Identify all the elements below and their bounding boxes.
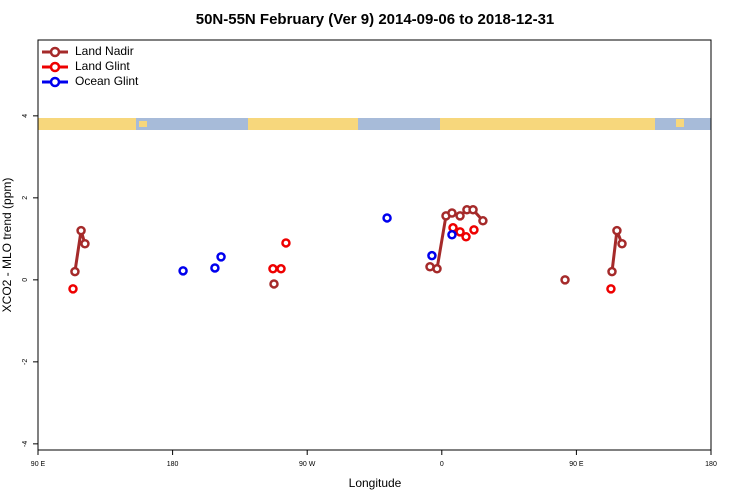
x-tick-label: 90 E — [31, 461, 46, 468]
point — [178, 266, 188, 276]
point — [76, 225, 86, 236]
x-tick-label: 0 — [440, 461, 444, 468]
point — [269, 279, 279, 289]
series-line — [73, 208, 624, 272]
point — [612, 225, 622, 236]
map-strip — [38, 118, 711, 130]
point — [468, 204, 478, 215]
point — [427, 250, 437, 261]
point — [606, 284, 616, 294]
point — [382, 213, 392, 223]
legend-label: Land Nadir — [75, 44, 134, 58]
point — [268, 264, 278, 274]
point — [216, 252, 226, 262]
point — [80, 239, 90, 249]
legend-label: Land Glint — [75, 59, 130, 73]
point — [560, 275, 570, 285]
point — [478, 216, 488, 226]
point — [607, 266, 617, 277]
point — [276, 264, 286, 274]
plot-frame — [37, 39, 712, 451]
x-tick-label: 180 — [167, 461, 179, 468]
x-tick-label: 90 E — [569, 461, 584, 468]
chart-title: 50N-55N February (Ver 9) 2014-09-06 to 2… — [196, 11, 555, 28]
x-tick-label: 180 — [705, 461, 717, 468]
point — [447, 208, 457, 218]
point — [432, 264, 442, 274]
point — [68, 284, 78, 294]
point — [210, 263, 220, 273]
x-tick-label: 90 W — [299, 461, 316, 468]
legend-marker — [49, 61, 61, 73]
point — [70, 266, 80, 277]
y-tick-label: 0 — [22, 278, 29, 282]
point — [455, 211, 465, 221]
legend-marker — [49, 46, 61, 58]
point — [461, 232, 471, 242]
y-tick-label: 4 — [22, 114, 29, 118]
point — [447, 230, 457, 240]
point — [469, 225, 479, 235]
legend-label: Ocean Glint — [75, 74, 139, 88]
y-tick-label: -2 — [22, 359, 29, 365]
y-tick-label: -4 — [22, 441, 29, 447]
legend-marker — [49, 76, 61, 88]
y-tick-label: 2 — [22, 196, 29, 200]
point — [455, 227, 465, 237]
x-axis-label: Longitude — [349, 476, 402, 490]
point — [281, 238, 291, 248]
y-axis-label: XCO2 - MLO trend (ppm) — [0, 178, 14, 313]
point — [617, 239, 627, 249]
